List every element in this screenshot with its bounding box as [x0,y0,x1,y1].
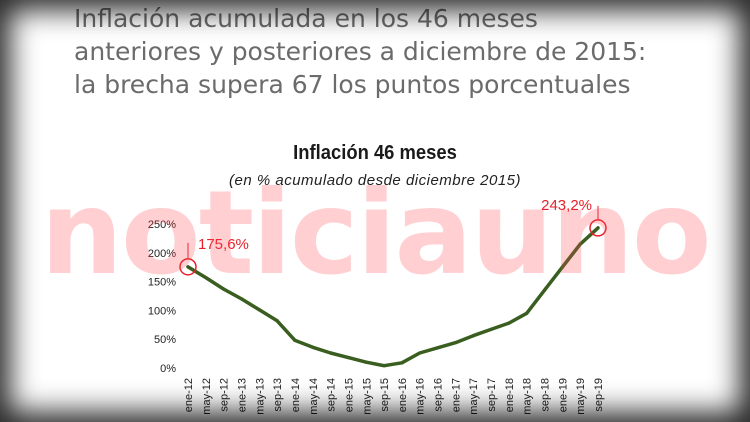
x-tick-label: sep-16 [433,378,445,412]
data-point [329,351,333,355]
headline-line-3: la brecha supera 67 los puntos porcentua… [74,70,631,99]
x-tick-label: sep-12 [219,378,231,412]
x-tick-label: may-18 [522,378,534,415]
x-tick-label: may-19 [575,378,587,415]
x-tick-label: sep-19 [593,378,605,412]
data-point [257,308,261,312]
x-tick-label: sep-15 [379,378,391,412]
data-point [275,319,279,323]
x-tick-label: may-14 [308,378,320,415]
x-tick-label: may-17 [468,378,480,415]
x-axis: ene-12 may-12 sep-12 ene-13 may-13 sep-13 ene-… [183,378,605,415]
headline-line-2: anteriores y posteriores a diciembre de … [74,37,647,66]
y-axis: 0% 50% 100% 150% 200% 250% [148,219,176,375]
x-tick-label: ene-12 [183,378,195,412]
x-tick-label: may-12 [201,378,213,415]
data-point [293,338,297,342]
annotation-label: 175,6% [198,236,249,253]
x-tick-label: sep-14 [326,378,338,412]
x-tick-label: may-16 [415,378,427,415]
data-point [471,334,475,338]
data-point [364,360,368,364]
data-point [560,265,564,269]
y-tick-label: 0% [160,363,176,375]
annotation-layer: 175,6% 243,2% [179,197,607,276]
x-tick-label: may-13 [254,378,266,415]
chart-title: Inflación 46 meses [293,142,457,164]
x-tick-label: sep-17 [486,378,498,412]
x-tick-label: ene-17 [450,378,462,412]
data-point [204,275,208,280]
y-tick-label: 250% [148,219,176,231]
data-point [489,327,493,332]
y-tick-label: 50% [154,334,176,346]
data-point [186,265,190,269]
data-point [525,311,529,315]
headline-line-1: Inflación acumulada en los 46 meses [74,4,538,33]
annotation-label: 243,2% [541,197,592,214]
x-tick-label: sep-13 [272,378,284,412]
y-tick-label: 150% [148,277,176,289]
data-point [453,341,457,345]
chart-subtitle: (en % acumulado desde diciembre 2015) [229,172,521,189]
data-point [596,226,600,230]
headline: Inflación acumulada en los 46 meses ante… [74,2,714,101]
x-tick-label: sep-18 [540,378,552,412]
series-layer [186,226,600,368]
data-point [418,351,422,355]
data-point [311,345,315,349]
x-tick-label: ene-13 [236,378,248,412]
x-tick-label: ene-15 [343,378,355,412]
y-tick-label: 100% [148,305,176,317]
data-point [222,287,226,291]
x-tick-label: ene-19 [557,378,569,412]
data-point [578,242,582,246]
x-tick-label: may-15 [361,378,373,415]
x-tick-label: ene-14 [290,378,302,412]
data-point [239,297,244,301]
data-point [382,364,386,368]
x-tick-label: ene-16 [397,378,409,412]
data-point [400,361,404,365]
inflation-series-line [186,226,600,368]
data-point [435,346,440,350]
data-point [542,288,547,292]
data-point [507,321,511,325]
y-tick-label: 200% [148,248,176,260]
data-point [346,356,351,360]
x-tick-label: ene-18 [504,378,516,412]
